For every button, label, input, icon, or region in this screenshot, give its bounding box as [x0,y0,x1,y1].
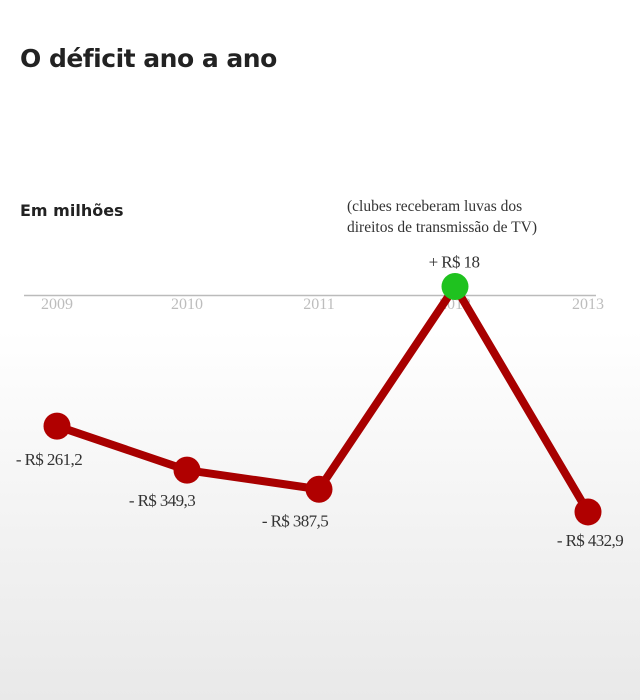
data-point-2013 [574,498,602,526]
annotation-line-2: direitos de transmissão de TV) [347,219,537,236]
data-label-2012: + R$ 18 [429,253,480,272]
chart-annotation: (clubes receberam luvas dos direitos de … [347,196,537,238]
data-label-2009: - R$ 261,2 [16,450,82,469]
data-label-2011: - R$ 387,5 [262,511,328,530]
x-tick-label-2011: 2011 [303,296,334,313]
data-labels: - R$ 261,2 - R$ 349,3 - R$ 387,5 + R$ 18 - R… [16,253,624,550]
data-points [43,273,602,526]
data-point-2010 [173,456,201,484]
data-point-2009 [43,412,71,440]
data-label-2010: - R$ 349,3 [129,491,195,510]
unit-label: Em milhões [20,201,124,220]
x-tick-label-2010: 2010 [171,296,203,313]
data-point-2011 [305,475,333,503]
page-title: O déficit ano a ano [20,44,277,73]
data-point-2012 [441,273,469,300]
x-tick-label-2009: 2009 [41,296,73,313]
x-axis-ticks: 2009 2010 2011 2012 2013 [41,296,604,313]
annotation-line-1: (clubes receberam luvas dos [347,198,523,215]
data-label-2013: - R$ 432,9 [557,531,623,550]
x-tick-label-2013: 2013 [572,296,604,313]
